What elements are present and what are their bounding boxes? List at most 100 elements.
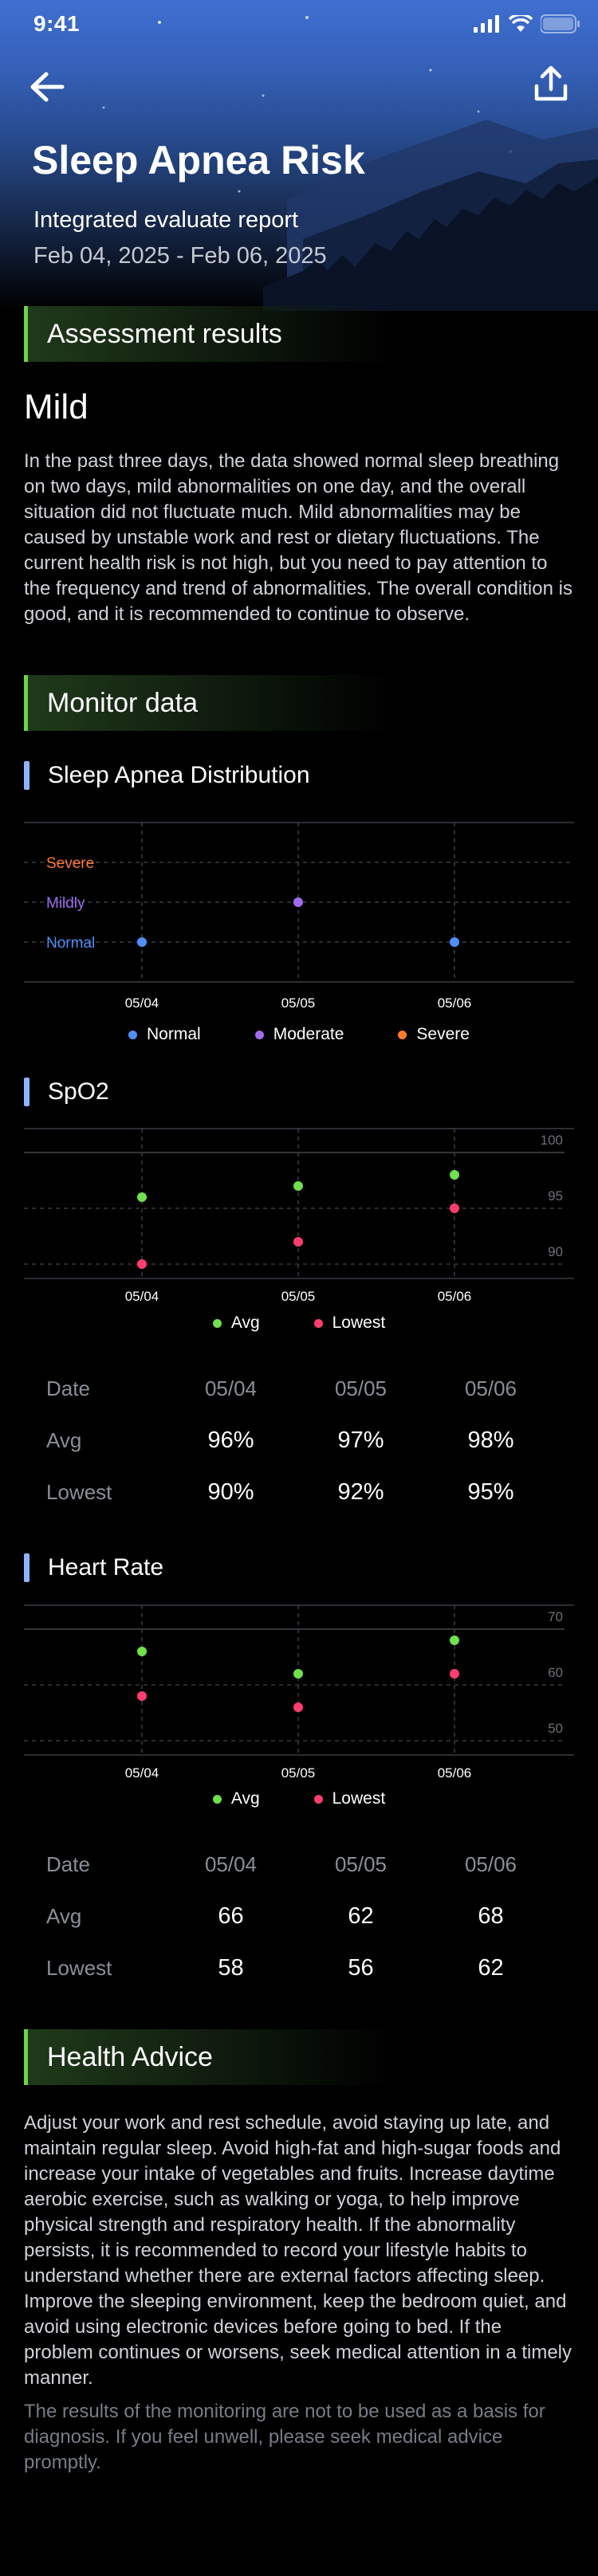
table-row: Lowest 58 56 62	[46, 1942, 557, 1994]
table-cell: 98%	[467, 1427, 514, 1453]
table-header-cell: 05/05	[334, 1852, 388, 1876]
table-cell: 97%	[337, 1427, 384, 1453]
spo2-chart-title: SpO2	[48, 1078, 109, 1105]
page-title: Sleep Apnea Risk	[32, 138, 365, 183]
table-header-row: Date 05/04 05/05 05/06	[46, 1839, 557, 1891]
spo2-avg-point	[137, 1192, 147, 1202]
table-row: Lowest 90% 92% 95%	[46, 1467, 557, 1518]
disclaimer-text: The results of the monitoring are not to…	[24, 2401, 545, 2473]
table-cell: 66	[218, 1903, 244, 1929]
heart-rate-lowest-point	[450, 1669, 459, 1679]
spo2-legend: Avg Lowest	[0, 1314, 598, 1333]
table-row: Avg 96% 97% 98%	[46, 1415, 557, 1467]
wifi-icon	[509, 15, 533, 32]
table-cell: 90%	[207, 1479, 254, 1505]
legend-moderate-label: Moderate	[273, 1025, 344, 1043]
heart-rate-chart-title: Heart Rate	[48, 1554, 164, 1581]
legend-dot-avg	[212, 1318, 222, 1328]
legend-lowest-label: Lowest	[332, 1314, 386, 1332]
level-label-normal: Normal	[46, 935, 95, 952]
y-tick-label: 60	[548, 1665, 563, 1680]
table-cell: 62	[478, 1955, 504, 1981]
table-header-cell: Date	[46, 1376, 90, 1400]
severity-level: Mild	[24, 387, 89, 426]
y-tick-label: 90	[548, 1244, 563, 1259]
spo2-lowest-point	[450, 1204, 459, 1213]
x-tick-label: 05/06	[438, 1765, 472, 1781]
advice-section-header: Health Advice	[24, 2029, 391, 2085]
table-header-cell: Date	[46, 1852, 90, 1876]
subheader-accent-bar	[24, 761, 30, 790]
data-point-normal	[137, 937, 147, 947]
legend-avg-label: Avg	[230, 1314, 260, 1332]
advice-section-title: Health Advice	[47, 2042, 213, 2072]
heart-rate-avg-point	[137, 1647, 147, 1656]
heart-rate-legend: Avg Lowest	[0, 1789, 598, 1808]
share-button[interactable]	[528, 61, 574, 107]
legend-avg: Avg	[212, 1789, 260, 1808]
legend-dot-avg	[212, 1794, 222, 1804]
arrow-left-icon	[30, 72, 65, 102]
legend-dot-severe	[398, 1030, 407, 1039]
table-header-cell: 05/04	[204, 1376, 258, 1400]
assessment-description: In the past three days, the data showed …	[24, 450, 572, 625]
x-tick-label: 05/04	[125, 1765, 159, 1781]
table-header-row: Date 05/04 05/05 05/06	[46, 1363, 557, 1415]
legend-severe-label: Severe	[416, 1025, 470, 1043]
table-header-cell: 05/04	[204, 1852, 258, 1876]
legend-lowest-label: Lowest	[332, 1789, 386, 1808]
x-tick-label: 05/04	[125, 995, 159, 1011]
table-header-cell: 05/06	[464, 1852, 517, 1876]
data-point-mildly	[293, 897, 303, 907]
header-banner: 9:41	[0, 0, 598, 311]
legend-lowest: Lowest	[313, 1789, 386, 1808]
table-cell: 96%	[207, 1427, 254, 1453]
heart-rate-lowest-point	[137, 1691, 147, 1701]
table-cell: 58	[218, 1955, 244, 1981]
legend-normal: Normal	[128, 1025, 201, 1044]
share-icon	[534, 65, 568, 101]
y-tick-label: 95	[548, 1188, 563, 1204]
x-tick-label: 05/05	[281, 995, 316, 1011]
legend-lowest: Lowest	[313, 1314, 386, 1333]
table-cell: 68	[478, 1903, 504, 1929]
back-button[interactable]	[24, 64, 70, 110]
battery-icon	[541, 14, 580, 33]
subheader-accent-bar	[24, 1553, 30, 1582]
legend-dot-lowest	[313, 1318, 323, 1328]
monitor-section-title: Monitor data	[47, 688, 198, 718]
night-mountain-illustration	[102, 16, 598, 311]
legend-avg: Avg	[212, 1314, 260, 1333]
x-tick-label: 05/04	[125, 1289, 159, 1304]
table-cell: 56	[348, 1955, 374, 1981]
assessment-section-header: Assessment results	[24, 306, 391, 362]
spo2-lowest-point	[293, 1237, 303, 1247]
x-tick-label: 05/05	[281, 1289, 316, 1304]
date-range: Feb 04, 2025 - Feb 06, 2025	[33, 243, 327, 269]
data-point-normal	[450, 937, 459, 947]
x-tick-label: 05/05	[281, 1765, 316, 1781]
legend-normal-label: Normal	[147, 1025, 201, 1043]
table-header-cell: 05/05	[334, 1376, 388, 1400]
apnea-legend: Normal Moderate Severe	[0, 1025, 598, 1044]
table-row-label: Avg	[46, 1428, 82, 1452]
heart-rate-avg-point	[293, 1669, 303, 1679]
table-cell: 62	[348, 1903, 374, 1929]
heart-rate-avg-point	[450, 1636, 459, 1645]
heart-rate-lowest-point	[293, 1702, 303, 1712]
y-tick-label: 50	[548, 1721, 563, 1736]
legend-moderate: Moderate	[254, 1025, 344, 1044]
subheader-accent-bar	[24, 1078, 30, 1106]
spo2-avg-point	[293, 1181, 303, 1191]
health-advice-text: Adjust your work and rest schedule, avoi…	[24, 2112, 572, 2389]
table-cell: 92%	[337, 1479, 384, 1505]
level-label-severe: Severe	[46, 855, 94, 872]
table-row: Avg 66 62 68	[46, 1891, 557, 1942]
status-bar: 9:41	[0, 0, 598, 48]
report-subtitle: Integrated evaluate report	[33, 207, 299, 233]
x-tick-label: 05/06	[438, 995, 472, 1011]
signal-icon	[474, 15, 499, 33]
legend-dot-lowest	[313, 1794, 323, 1804]
x-tick-label: 05/06	[438, 1289, 472, 1304]
level-label-mildly: Mildly	[46, 895, 85, 912]
